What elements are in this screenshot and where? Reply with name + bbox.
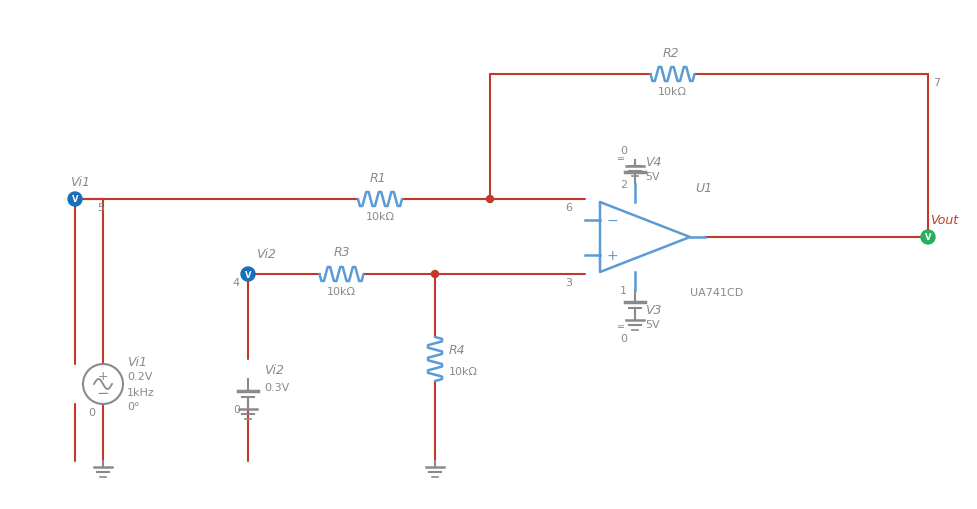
Text: 0°: 0° [127,401,140,411]
Text: U1: U1 [695,181,711,194]
Text: 10kΩ: 10kΩ [448,366,478,376]
Text: 1kHz: 1kHz [127,387,154,397]
Text: 5V: 5V [645,319,658,329]
Circle shape [240,267,255,281]
Text: R1: R1 [369,171,386,184]
Text: Vi2: Vi2 [256,248,276,261]
Text: Vi1: Vi1 [70,175,90,188]
Text: −: − [97,385,109,400]
Text: 3: 3 [565,277,572,288]
Circle shape [68,192,82,207]
Text: Vi1: Vi1 [127,356,147,369]
Text: Vi2: Vi2 [264,363,283,376]
Circle shape [920,231,934,244]
Text: V: V [244,270,251,279]
Text: V: V [71,195,78,204]
Text: ═: ═ [616,154,622,164]
Text: 4: 4 [233,277,239,288]
Text: 10kΩ: 10kΩ [326,287,356,296]
Text: +: + [98,370,108,383]
Circle shape [486,196,493,203]
Text: 1: 1 [619,286,626,295]
Circle shape [431,271,438,278]
Text: 2: 2 [619,180,626,190]
Text: −: − [606,213,617,227]
Text: R4: R4 [448,343,465,356]
Text: V3: V3 [645,304,660,317]
Text: V4: V4 [645,156,660,169]
Text: 6: 6 [565,203,572,213]
Text: 0: 0 [619,146,626,156]
Text: 7: 7 [932,78,939,88]
Text: 10kΩ: 10kΩ [658,87,686,97]
Text: UA741CD: UA741CD [690,288,743,297]
Text: 10kΩ: 10kΩ [365,212,394,221]
Text: 0: 0 [233,404,239,414]
Text: 5: 5 [97,203,104,213]
Text: +: + [606,248,617,262]
Text: Vout: Vout [929,213,957,226]
Text: R2: R2 [661,46,678,60]
Text: 0: 0 [88,407,95,417]
Text: 5V: 5V [645,172,658,182]
Text: V: V [924,233,930,242]
Text: 0: 0 [619,333,626,344]
Text: 0.3V: 0.3V [264,382,289,392]
Text: R3: R3 [333,246,350,259]
Text: 0.2V: 0.2V [127,371,152,381]
Text: ═: ═ [616,321,622,331]
